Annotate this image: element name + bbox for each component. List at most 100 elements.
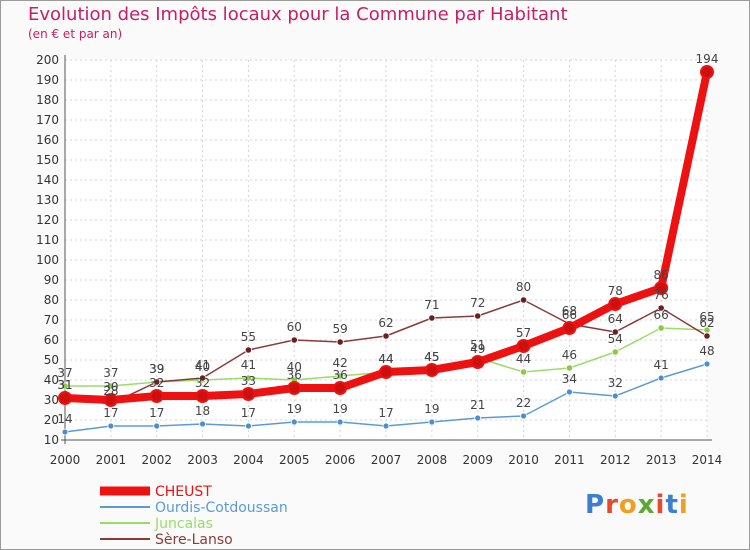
- data-label: 48: [699, 344, 714, 358]
- data-point: [565, 364, 574, 372]
- data-point: [245, 422, 252, 430]
- data-label: 62: [378, 316, 393, 330]
- data-label: 62: [699, 316, 714, 330]
- data-label: 36: [333, 368, 348, 382]
- logo-letter: r: [605, 490, 619, 520]
- y-tick-label: 140: [36, 173, 59, 187]
- data-label: 39: [149, 362, 164, 376]
- y-tick-label: 190: [36, 73, 59, 87]
- x-tick-label: 2014: [692, 453, 723, 467]
- data-point: [333, 381, 348, 395]
- data-label: 65: [699, 310, 714, 324]
- x-tick-label: 2005: [279, 453, 310, 467]
- data-point: [103, 393, 118, 407]
- data-point: [61, 382, 69, 390]
- y-tick-label: 180: [36, 93, 59, 107]
- data-label: 66: [654, 308, 669, 322]
- data-label: 64: [608, 312, 623, 326]
- data-label: 44: [516, 352, 531, 366]
- data-point: [516, 339, 531, 353]
- logo-letter: x: [637, 490, 656, 520]
- x-tick-label: 2013: [646, 453, 677, 467]
- data-label: 71: [424, 298, 439, 312]
- data-point: [519, 296, 528, 304]
- data-label: 39: [149, 362, 164, 376]
- data-point: [382, 332, 390, 340]
- y-tick-label: 100: [36, 253, 59, 267]
- data-point: [58, 391, 72, 405]
- data-point: [199, 420, 206, 428]
- data-point: [703, 332, 711, 340]
- x-tick-label: 2001: [96, 453, 127, 467]
- data-point: [195, 389, 210, 403]
- data-label: 44: [378, 352, 393, 366]
- data-point: [703, 360, 711, 368]
- logo-letter: P: [585, 490, 606, 520]
- data-label: 45: [424, 350, 439, 364]
- data-label: 41: [654, 358, 669, 372]
- data-label: 32: [149, 376, 164, 390]
- x-tick-label: 2007: [371, 453, 402, 467]
- y-tick-label: 80: [44, 293, 59, 307]
- data-label: 28: [103, 384, 118, 398]
- data-point: [519, 368, 528, 376]
- data-point: [562, 321, 577, 335]
- data-point: [611, 392, 619, 400]
- data-label: 33: [241, 374, 256, 388]
- data-label: 14: [57, 412, 72, 426]
- data-label: 51: [470, 338, 485, 352]
- data-point: [657, 304, 665, 312]
- data-label: 41: [241, 358, 256, 372]
- data-point: [61, 428, 69, 436]
- data-label: 17: [149, 406, 164, 420]
- y-tick-label: 10: [44, 433, 59, 447]
- legend-label: CHEUST: [155, 484, 212, 500]
- series-ourdis-cotdoussan: [61, 360, 711, 436]
- y-tick-label: 170: [36, 113, 59, 127]
- data-point: [428, 418, 436, 426]
- data-label: 194: [696, 52, 719, 66]
- data-point: [379, 365, 393, 379]
- data-label: 54: [608, 332, 623, 346]
- data-label: 72: [470, 296, 485, 310]
- data-label: 59: [333, 322, 348, 336]
- data-label: 22: [516, 396, 531, 410]
- data-label: 55: [241, 330, 256, 344]
- series-cheust: [58, 65, 714, 407]
- data-label: 19: [333, 402, 348, 416]
- y-tick-label: 120: [36, 213, 59, 227]
- data-point: [474, 312, 482, 320]
- logo-letter: o: [618, 490, 638, 520]
- x-tick-label: 2000: [50, 453, 81, 467]
- data-label: 46: [562, 348, 577, 362]
- logo-letter: i: [678, 490, 689, 520]
- data-label: 36: [287, 368, 302, 382]
- data-label: 49: [470, 342, 485, 356]
- y-tick-label: 160: [36, 133, 59, 147]
- data-label: 76: [654, 288, 669, 302]
- data-point: [611, 328, 619, 336]
- data-label: 32: [608, 376, 623, 390]
- x-tick-label: 2003: [187, 453, 218, 467]
- data-label: 86: [654, 268, 669, 282]
- x-tick-label: 2009: [462, 453, 493, 467]
- data-point: [428, 314, 436, 322]
- data-label: 66: [562, 308, 577, 322]
- data-label: 21: [470, 398, 485, 412]
- proxiti-logo: Proxiti: [585, 490, 689, 520]
- data-label: 80: [516, 280, 531, 294]
- logo-letter: i: [655, 490, 666, 520]
- data-point: [107, 382, 115, 390]
- data-point: [290, 336, 298, 344]
- data-label: 40: [287, 360, 302, 374]
- y-tick-label: 20: [44, 413, 59, 427]
- legend-label: Ourdis-Cotdoussan: [155, 500, 288, 516]
- data-label: 32: [195, 376, 210, 390]
- legend-label: Sère-Lanso: [155, 532, 233, 548]
- data-label: 31: [57, 378, 72, 392]
- x-tick-label: 2006: [325, 453, 356, 467]
- data-label: 30: [103, 380, 118, 394]
- y-tick-label: 70: [44, 313, 59, 327]
- data-label: 18: [195, 404, 210, 418]
